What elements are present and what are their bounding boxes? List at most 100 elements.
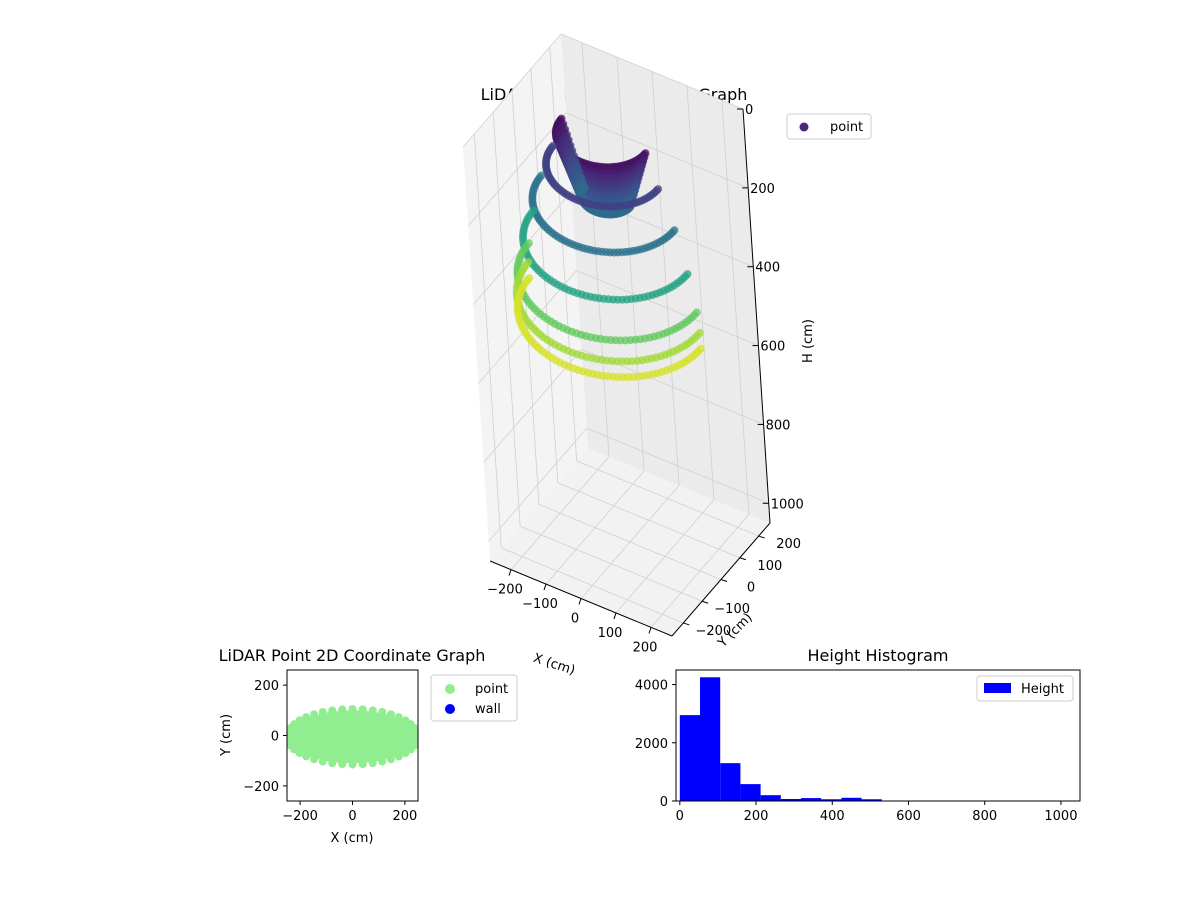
legend-2d: point wall [430,674,518,722]
point-2d [338,760,347,769]
legend-box-3d [786,113,872,140]
legend-marker-point [799,122,809,132]
point-2d [386,755,395,764]
x-tick-3d [613,612,617,620]
x-tick-3d [543,583,547,591]
x-tick-3d [508,569,512,576]
grid-line-x-back [616,57,645,472]
point-2d [386,710,395,719]
grid-line-x-back [651,71,680,486]
point-2d [318,757,327,766]
grid-line-z-side [488,428,588,542]
chart-title-hist: Height Histogram [808,646,949,665]
z-axis-label-3d: H (cm) [801,319,816,363]
y-tick-label-2d: −200 [243,780,279,795]
point-2d [328,759,337,768]
point-2d [310,710,319,719]
z-tick-label-3d: 200 [750,182,775,197]
point-2d [401,749,410,758]
grid-line-z-side [462,33,562,148]
z-tick-label-3d: 600 [760,340,785,355]
ticks-hist: 0 200 400 600 800 1000 0 2000 4000 [635,679,1078,824]
grid-line-z-back [576,270,759,346]
x-tick-label-hist: 800 [972,809,997,824]
point-3d [692,308,701,317]
y-tick-3d [720,579,728,582]
point-2d [318,708,327,717]
point-3d [683,270,692,279]
grid-line-y-side [549,47,578,462]
grid-line-y-side [473,133,502,548]
grid-line-z-back [565,112,749,189]
point-2d [310,755,319,764]
y-tick-label-2d: 200 [254,679,279,694]
grid-line-y-floor [520,525,703,602]
point-3d [654,185,663,194]
point-2d [378,708,387,717]
grid-line-z-side [467,112,567,227]
scatter2d-panel: LiDAR Point 2D Coordinate Graph −200 0 200… [219,646,518,846]
grid-line-z-back [586,427,769,504]
x-axis-label-2d: X (cm) [331,831,374,846]
x-tick-3d [578,598,582,605]
y-tick-label-2d: 0 [271,730,279,745]
z-tick-label-3d: 1000 [771,497,804,512]
legend-patch-height [984,683,1011,693]
y-tick-label-hist: 2000 [635,737,668,752]
x-tick-label-3d: −100 [522,597,558,612]
histogram-bar [679,715,701,801]
histogram-bar [801,798,822,801]
x-tick-label-hist: 600 [896,809,921,824]
y-tick-label-3d: −200 [695,624,731,639]
point-2d [368,706,377,715]
point-3d [695,328,704,337]
legend-label-wall: wall [475,702,501,717]
y-tick-3d [739,557,747,561]
point-2d [295,716,304,725]
z-tick-label-3d: 400 [755,261,780,276]
grid-line-x-back [686,85,715,500]
z-axis-line-3d [742,108,771,524]
legend-label-height: Height [1021,682,1064,697]
y-tick-label-3d: −100 [714,602,750,617]
ticks-2d: −200 0 200 −200 0 200 [243,679,417,824]
point-blob-2d [288,710,417,764]
legend-hist: Height [976,675,1074,702]
legend-marker-point-2d [445,684,455,694]
legend-marker-wall [445,704,455,714]
x-axis-label-3d: X (cm) [531,651,577,679]
x-tick-label-2d: 200 [392,809,417,824]
point-2d [368,759,377,768]
grid-line-y-floor [538,504,722,580]
x-tick-label-3d: 0 [571,612,579,627]
y-tick-label-3d: 0 [747,581,755,596]
histogram-bar [700,677,721,801]
histogram-bar [780,798,802,801]
histogram-bar [841,797,862,801]
x-tick-label-hist: 200 [744,809,769,824]
x-tick-label-2d: −200 [282,809,318,824]
axes-group: −200−1000100200−200−10001002000200400600… [487,103,804,655]
point-2d [358,705,367,714]
plot-frame-hist [675,669,1081,802]
point-2d [302,713,311,722]
point-2d [328,706,337,715]
y-tick-label-hist: 0 [660,795,668,810]
point-3d [670,226,679,235]
y-tick-label-hist: 4000 [635,679,668,694]
y-tick-label-3d: 200 [776,537,801,552]
grid-line-y-side [492,112,521,527]
point-cloud [512,114,705,382]
x-tick-label-3d: 100 [598,626,623,641]
point-2d [394,752,403,761]
chart-title-2d: LiDAR Point 2D Coordinate Graph [219,646,486,665]
point-3d [696,344,705,353]
y-tick-3d [758,535,765,539]
histogram-bar [861,799,882,801]
histogram-panel: Height Histogram 0 200 400 600 800 1000 0 2000 4… [635,646,1081,824]
x-tick-label-hist: 1000 [1044,809,1077,824]
x-tick-label-hist: 400 [820,809,845,824]
legend-label-point-2d: point [475,682,508,697]
grid-line-y-floor [576,460,759,537]
point-2d [378,757,387,766]
